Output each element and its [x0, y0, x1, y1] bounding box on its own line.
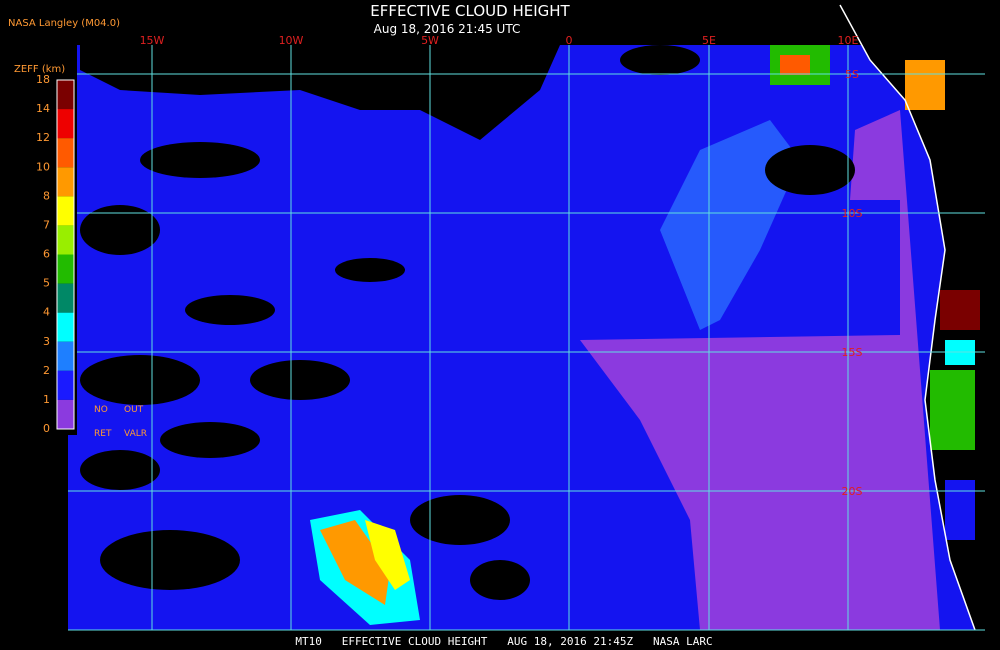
longitude-label: 15W	[140, 34, 165, 47]
legend-title: ZEFF (km)	[14, 64, 65, 75]
legend-swatch	[57, 196, 74, 226]
legend-label: 7	[43, 218, 50, 231]
latitude-label: 15S	[842, 346, 863, 359]
legend-swatch	[57, 283, 74, 313]
legend-label: 3	[43, 335, 50, 348]
latitude-labels: 5S 10S 15S 20S	[842, 68, 863, 498]
coastline	[839, 4, 976, 631]
legend-label: 1	[43, 393, 50, 406]
longitude-label: 10W	[279, 34, 304, 47]
legend-swatch	[57, 167, 74, 197]
legend-label: 12	[36, 131, 50, 144]
legend-swatch	[57, 138, 74, 168]
land	[840, 5, 985, 630]
legend-label: 8	[43, 189, 50, 202]
longitude-label: 0	[566, 34, 573, 47]
source: NASA Langley (M04.0)	[8, 18, 120, 29]
convective-cloud-cluster	[310, 510, 420, 625]
title: EFFECTIVE CLOUD HEIGHT	[370, 2, 570, 20]
land-clouds	[770, 45, 980, 540]
legend-swatch	[57, 254, 74, 284]
legend-label: 4	[43, 306, 50, 319]
latitude-label: 20S	[842, 485, 863, 498]
legend-label: 14	[36, 102, 50, 115]
clear-sky-patches	[80, 45, 855, 600]
legend-swatch	[57, 399, 74, 429]
legend-swatch	[57, 109, 74, 139]
graticule	[68, 45, 985, 631]
legend-note: RET	[94, 429, 112, 439]
no-retrieval-area	[580, 110, 940, 630]
subtitle: Aug 18, 2016 21:45 UTC	[374, 22, 521, 36]
legend-swatch	[57, 370, 74, 400]
legend-note: OUT	[124, 405, 144, 415]
longitude-label: 10E	[838, 34, 859, 47]
latitude-label: 5S	[845, 68, 859, 81]
legend-swatch	[57, 80, 74, 110]
longitude-labels: 15W 10W 5W 0 5E 10E	[140, 34, 859, 47]
legend-label: 5	[43, 277, 50, 290]
map: 15W 10W 5W 0 5E 10E 5S 10S 15S 20S	[68, 4, 985, 631]
legend-note: NO	[94, 405, 108, 415]
legend-frame	[56, 79, 75, 430]
latitude-label: 10S	[842, 207, 863, 220]
longitude-label: 5E	[702, 34, 716, 47]
legend-label: 18	[36, 73, 50, 86]
legend-label: 6	[43, 248, 50, 261]
legend-swatch	[57, 341, 74, 371]
legend-swatch	[57, 312, 74, 342]
legend-label: 2	[43, 364, 50, 377]
footer: MT10 EFFECTIVE CLOUD HEIGHT AUG 18, 2016…	[295, 635, 712, 648]
low-cloud-band	[660, 120, 800, 330]
legend-label: 0	[43, 422, 50, 435]
legend-swatch	[57, 225, 74, 255]
legend-note: VALR	[124, 429, 147, 439]
legend-label: 10	[36, 160, 50, 173]
longitude-label: 5W	[421, 34, 439, 47]
